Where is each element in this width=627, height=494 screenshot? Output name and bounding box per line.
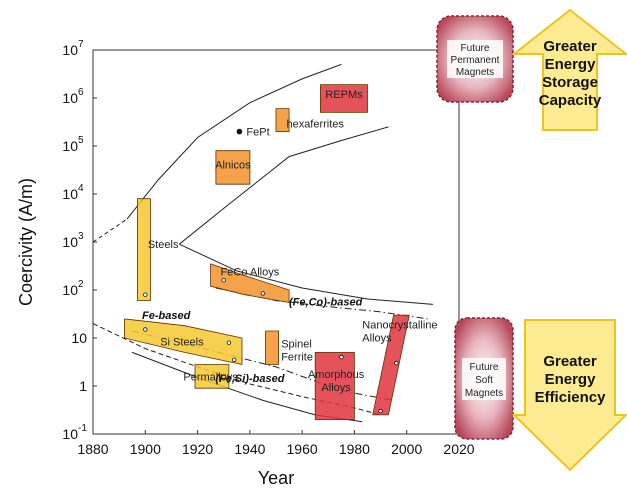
y-tick-label-7: 10	[71, 330, 87, 346]
data-point-fept	[236, 128, 243, 135]
data-point-9	[394, 360, 399, 366]
data-point-8	[339, 354, 344, 360]
future-soft-label: Future Soft Magnets	[465, 362, 503, 399]
future-soft-label-bg	[462, 358, 506, 400]
x-ticks: 1880 1900 1920 1940 1960 1980 2000 2020	[77, 430, 475, 457]
envelope-curve-3	[178, 126, 389, 245]
down-arrow-icon	[511, 319, 627, 472]
data-point-7	[231, 357, 237, 363]
data-points: FePt	[143, 127, 399, 414]
data-point-6	[226, 340, 232, 345]
y-tick-exponent-5: 3	[78, 231, 84, 242]
data-point-4	[260, 291, 266, 296]
x-tick-label-2000: 2000	[391, 441, 422, 457]
region-label-feco-alloys: FeCo Alloys	[221, 267, 280, 279]
down-arrow-label: Greater Energy Efficiency	[535, 353, 607, 406]
region-spinel-ferrite	[265, 330, 280, 365]
data-point-2	[143, 292, 148, 297]
y-tick-label-4: 10	[62, 186, 78, 202]
point-label-fept: FePt	[246, 127, 269, 139]
y-tick-exponent-1: 7	[78, 39, 84, 50]
y-tick-label-8: 1	[79, 378, 87, 394]
y-tick-label-3: 10	[62, 138, 78, 154]
region-label-alnicos: Alnicos	[215, 160, 251, 172]
y-tick-exponent-2: 6	[78, 87, 84, 98]
up-arrow-icon	[511, 8, 627, 131]
region-label-si-steels: Si Steels	[160, 336, 204, 348]
region-label-steels: Steels	[148, 239, 179, 251]
y-tick-exponent-9: -1	[78, 423, 87, 434]
region-amorphous-alloys	[314, 351, 355, 421]
trend-label-fe-si-based: (Fe,Si)-based	[215, 373, 284, 385]
up-arrow-label: Greater Energy Storage Capacity	[539, 38, 602, 109]
region-label-repms: REPMs	[325, 89, 363, 101]
data-point-5	[143, 327, 148, 332]
x-tick-label-1880: 1880	[77, 441, 108, 457]
envelope-curves	[92, 63, 433, 423]
future-permanent-label-bg	[447, 40, 503, 78]
trend-label-fe-based: Fe-based	[142, 310, 191, 322]
x-tick-label-2020: 2020	[443, 441, 474, 457]
region-nanocrystalline-alloys	[372, 314, 410, 416]
y-tick-label-2: 10	[62, 90, 78, 106]
x-tick-label-1960: 1960	[287, 441, 318, 457]
x-axis-title: Year	[258, 468, 294, 488]
region-label-nanocrystalline-alloys: Nanocrystalline Alloys	[362, 319, 437, 344]
x-tick-label-1980: 1980	[339, 441, 370, 457]
y-tick-exponent-4: 4	[78, 183, 84, 194]
envelope-curve-4	[179, 243, 433, 305]
y-tick-exponent-6: 2	[78, 279, 84, 290]
region-permalloys	[194, 364, 230, 389]
y-tick-label-6: 10	[62, 282, 78, 298]
region-steels	[136, 198, 151, 302]
y-tick-label-9: 10	[62, 426, 78, 442]
material-regions: REPMs hexaferrites Alnicos Steels FeCo Alloy…	[124, 84, 438, 421]
region-label-hexaferrites: hexaferrites	[286, 119, 344, 131]
region-repms	[319, 84, 368, 113]
region-hexaferrites	[275, 108, 290, 133]
y-tick-label-1: 10	[62, 42, 78, 58]
region-si-steels	[124, 318, 243, 365]
region-feco-alloys	[210, 263, 290, 303]
envelope-curve-1	[126, 63, 342, 220]
x-tick-label-1940: 1940	[234, 441, 265, 457]
region-label-permalloys: Permalloys	[183, 372, 238, 384]
data-point-3	[221, 278, 226, 283]
data-point-10	[378, 408, 383, 414]
region-label-spinel-ferrite: Spinel Ferrite	[281, 339, 313, 364]
region-alnicos	[215, 150, 251, 185]
y-tick-exponent-3: 5	[78, 135, 84, 146]
future-permanent-label: Future Permanent Magnets	[451, 43, 500, 78]
y-tick-label-5: 10	[62, 234, 78, 250]
region-label-amorphous-alloys: Amorphous Alloys	[308, 369, 365, 394]
x-tick-label-1900: 1900	[130, 441, 161, 457]
y-axis-title: Coercivity (A/m)	[16, 178, 36, 306]
x-tick-label-1920: 1920	[182, 441, 213, 457]
trend-label-fe-co-based: (Fe,Co)-based	[289, 296, 363, 308]
